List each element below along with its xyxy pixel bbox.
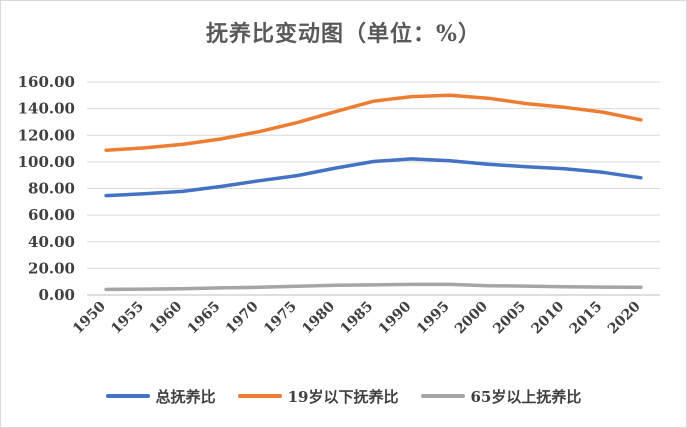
x-tick-label: 1960 (146, 298, 185, 337)
legend-item-old: 65岁以上抚养比 (420, 386, 582, 407)
x-tick-label: 1965 (185, 299, 224, 338)
legend-item-total: 总抚养比 (105, 386, 216, 407)
series-line-old (104, 282, 643, 292)
legend-swatch-total (105, 394, 150, 398)
x-tick-label: 2005 (490, 299, 529, 338)
y-tick-label: 80.00 (28, 180, 75, 198)
x-tick-label: 2010 (528, 298, 567, 337)
legend-item-young: 19岁以下抚养比 (237, 386, 399, 407)
y-tick-label: 40.00 (28, 233, 75, 251)
x-tick-label: 1955 (108, 299, 147, 338)
y-tick-label: 160.00 (18, 73, 75, 91)
y-tick-label: 20.00 (28, 259, 75, 277)
legend-label-total: 总抚养比 (155, 387, 216, 406)
x-tick-label: 2000 (452, 298, 491, 337)
legend: 总抚养比 19岁以下抚养比 65岁以上抚养比 (0, 384, 687, 408)
chart-title: 抚养比变动图（单位：%） (206, 21, 481, 47)
y-tick-label: 60.00 (28, 206, 75, 224)
legend-label-young: 19岁以下抚养比 (287, 387, 399, 406)
y-tick-label: 0.00 (38, 286, 75, 304)
x-tick-label: 1985 (337, 299, 376, 338)
x-tick-label: 1975 (261, 299, 300, 338)
x-tick-label: 2015 (567, 299, 606, 338)
x-tick-label: 1970 (223, 298, 262, 337)
y-tick-label: 140.00 (18, 100, 75, 118)
series-line-total (104, 157, 643, 198)
y-tick-label: 120.00 (18, 126, 75, 144)
y-tick-label: 100.00 (18, 153, 75, 171)
series-line-young (104, 93, 643, 152)
x-tick-label: 1995 (414, 299, 453, 338)
legend-label-old: 65岁以上抚养比 (470, 387, 582, 406)
x-tick-label: 1950 (70, 298, 109, 337)
legend-swatch-young (237, 394, 282, 398)
x-tick-label: 1990 (376, 298, 415, 337)
legend-swatch-old (420, 394, 465, 398)
x-tick-label: 1980 (299, 298, 338, 337)
x-tick-label: 2020 (605, 298, 644, 337)
